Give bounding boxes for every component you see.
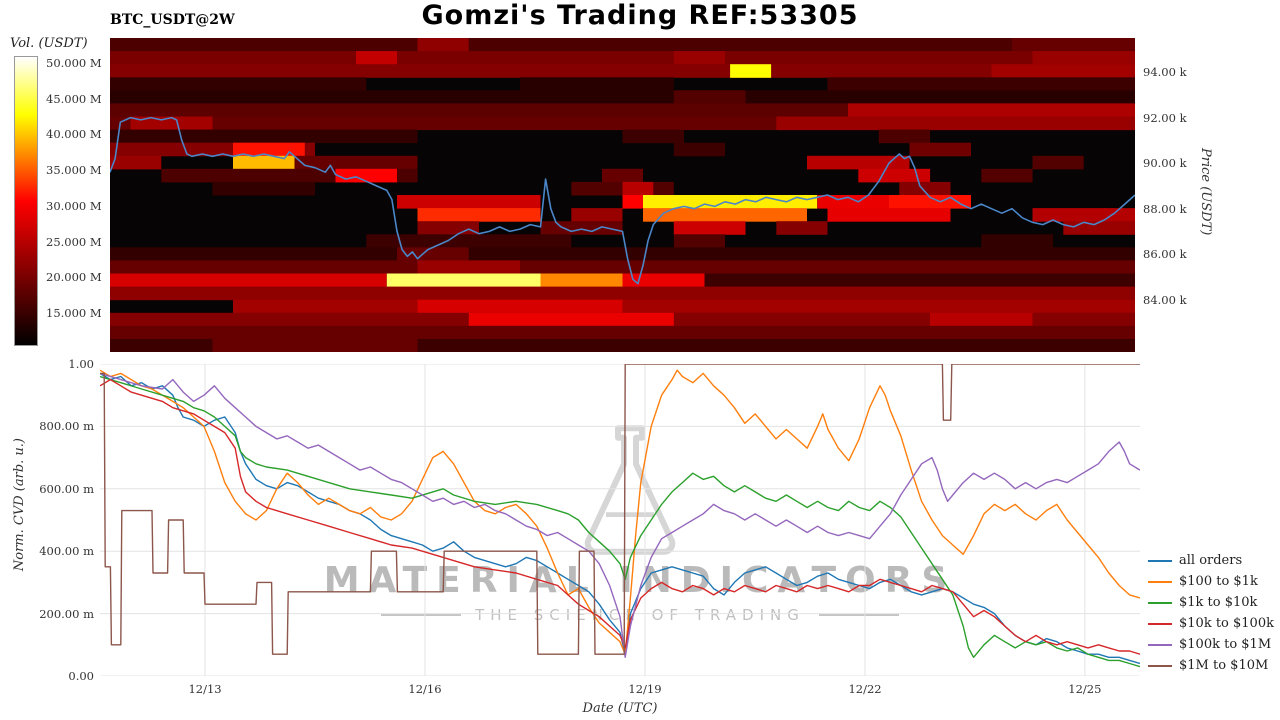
cvd-x-tick: 12/13 xyxy=(188,682,222,696)
colorbar-tick: 25.000 M xyxy=(46,234,102,249)
volume-heatmap xyxy=(110,38,1135,352)
cvd-y-tick: 600.00 m xyxy=(39,481,94,496)
price-line xyxy=(110,116,1135,285)
colorbar-tick: 40.000 M xyxy=(46,127,102,142)
y-axis-label: Norm. CVD (arb. u.) xyxy=(12,438,27,572)
price-tick: 84.00 k xyxy=(1143,292,1187,307)
page-title: Gomzi's Trading REF:53305 xyxy=(421,0,859,31)
x-axis-label: Date (UTC) xyxy=(582,701,658,716)
price-axis-label: Price (USDT) xyxy=(1198,148,1213,236)
legend-label: $1M to $10M xyxy=(1179,658,1269,673)
legend-item: $100 to $1k xyxy=(1148,571,1274,592)
legend-swatch xyxy=(1148,580,1172,583)
cvd-y-tick: 1.00 xyxy=(68,357,94,371)
legend-item: $100k to $1M xyxy=(1148,634,1274,655)
price-tick: 88.00 k xyxy=(1143,201,1187,216)
legend-label: $10k to $100k xyxy=(1179,616,1274,631)
price-tick: 94.00 k xyxy=(1143,65,1187,80)
series--1M-to-10M xyxy=(100,364,1140,655)
cvd-y-tick: 400.00 m xyxy=(39,544,94,559)
symbol-label: BTC_USDT@2W xyxy=(110,12,235,28)
legend-swatch xyxy=(1148,664,1172,667)
series--1k-to-10k xyxy=(100,375,1140,668)
volume-colorbar xyxy=(14,56,38,346)
colorbar-tick: 35.000 M xyxy=(46,163,102,178)
cvd-x-tick: 12/16 xyxy=(408,682,442,696)
price-tick: 92.00 k xyxy=(1143,110,1187,125)
colorbar-tick: 45.000 M xyxy=(46,91,102,106)
cvd-chart xyxy=(100,364,1140,676)
series--100-to-1k xyxy=(100,369,1140,655)
colorbar-tick: 15.000 M xyxy=(46,305,102,320)
series--100k-to-1M xyxy=(100,372,1140,658)
colorbar-tick: 30.000 M xyxy=(46,198,102,213)
cvd-x-tick: 12/25 xyxy=(1068,682,1102,696)
legend-swatch xyxy=(1148,622,1172,625)
series--10k-to-100k xyxy=(100,378,1140,655)
colorbar-tick: 50.000 M xyxy=(46,56,102,70)
legend-item: $1k to $10k xyxy=(1148,592,1274,613)
cvd-y-tick: 0.00 xyxy=(68,669,94,683)
price-tick: 90.00 k xyxy=(1143,156,1187,171)
colorbar-tick: 20.000 M xyxy=(46,270,102,285)
series-all-orders xyxy=(100,372,1140,665)
legend-item: all orders xyxy=(1148,550,1274,571)
cvd-y-tick: 200.00 m xyxy=(39,606,94,621)
legend-label: $1k to $10k xyxy=(1179,595,1258,610)
legend-label: $100k to $1M xyxy=(1179,637,1272,652)
cvd-y-tick: 800.00 m xyxy=(39,419,94,434)
cvd-x-tick: 12/22 xyxy=(848,682,882,696)
legend-swatch xyxy=(1148,643,1172,646)
legend-item: $10k to $100k xyxy=(1148,613,1274,634)
legend: all orders $100 to $1k $1k to $10k $10k to … xyxy=(1148,550,1274,676)
legend-label: $100 to $1k xyxy=(1179,574,1258,589)
colorbar-label: Vol. (USDT) xyxy=(10,36,88,51)
price-tick: 86.00 k xyxy=(1143,247,1187,262)
legend-item: $1M to $10M xyxy=(1148,655,1274,676)
legend-label: all orders xyxy=(1179,553,1243,568)
legend-swatch xyxy=(1148,601,1172,604)
cvd-x-tick: 12/19 xyxy=(628,682,662,696)
legend-swatch xyxy=(1148,559,1172,562)
